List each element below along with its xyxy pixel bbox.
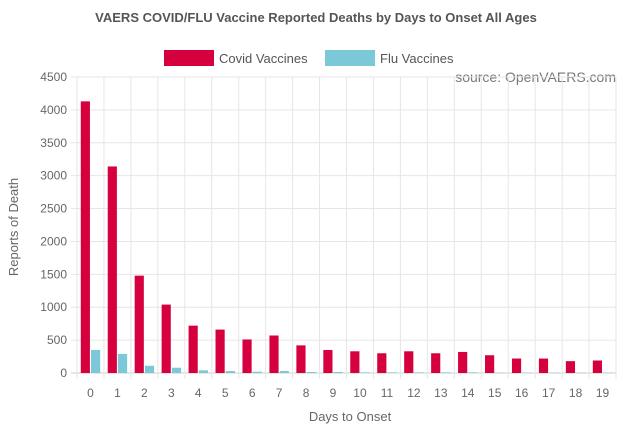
y-tick-label: 0 <box>60 366 67 380</box>
x-tick-label: 0 <box>87 386 94 400</box>
x-tick-label: 14 <box>461 386 475 400</box>
y-tick-label: 500 <box>47 333 67 347</box>
x-tick-label: 16 <box>515 386 529 400</box>
x-tick-label: 10 <box>353 386 367 400</box>
bar-covid[interactable] <box>269 335 279 373</box>
bar-flu[interactable] <box>387 372 397 373</box>
bar-covid[interactable] <box>350 351 360 373</box>
x-tick-label: 18 <box>569 386 583 400</box>
y-tick-label: 1500 <box>40 267 67 281</box>
bar-covid[interactable] <box>161 304 171 373</box>
legend-label-covid: Covid Vaccines <box>219 51 308 66</box>
x-axis-label: Days to Onset <box>309 409 392 424</box>
x-tick-label: 3 <box>168 386 175 400</box>
y-tick-label: 1000 <box>40 300 67 314</box>
y-tick-label: 2000 <box>40 234 67 248</box>
bar-covid[interactable] <box>323 349 333 373</box>
y-tick-label: 3000 <box>40 169 67 183</box>
bar-covid[interactable] <box>134 275 144 373</box>
y-axis-ticks: 0 500 1000 1500 2000 2500 3000 3500 4000 4500 <box>40 70 67 380</box>
y-tick-label: 2500 <box>40 202 67 216</box>
x-axis-ticks: 0 1 2 3 4 5 6 7 8 9 10 11 12 13 14 15 16 17 18 19 <box>87 386 609 400</box>
y-axis-label: Reports of Death <box>6 178 21 276</box>
bar-covid[interactable] <box>458 351 468 373</box>
x-tick-label: 5 <box>222 386 229 400</box>
y-tick-label: 4000 <box>40 103 67 117</box>
x-tick-label: 13 <box>434 386 448 400</box>
x-tick-label: 12 <box>407 386 421 400</box>
bar-covid[interactable] <box>565 361 576 373</box>
x-tick-label: 19 <box>596 386 610 400</box>
bar-flu[interactable] <box>333 372 343 373</box>
bar-flu[interactable] <box>117 353 128 373</box>
x-tick-label: 7 <box>276 386 283 400</box>
x-tick-label: 9 <box>330 386 337 400</box>
bars <box>80 101 613 374</box>
legend: Covid Vaccines Flu Vaccines <box>164 50 454 66</box>
bar-covid[interactable] <box>377 353 387 373</box>
bar-flu[interactable] <box>144 365 155 373</box>
x-tick-label: 8 <box>303 386 310 400</box>
bar-flu[interactable] <box>252 371 262 373</box>
x-tick-label: 2 <box>141 386 148 400</box>
x-tick-label: 11 <box>381 386 394 400</box>
x-tick-label: 1 <box>114 386 121 400</box>
bar-covid[interactable] <box>242 339 252 373</box>
bar-covid[interactable] <box>188 325 198 373</box>
legend-label-flu: Flu Vaccines <box>380 51 454 66</box>
bar-flu[interactable] <box>414 372 424 373</box>
bar-covid[interactable] <box>592 360 602 373</box>
bar-covid[interactable] <box>80 101 90 374</box>
bar-flu[interactable] <box>171 367 182 373</box>
chart-title: VAERS COVID/FLU Vaccine Reported Deaths … <box>95 10 537 25</box>
bar-covid[interactable] <box>215 329 225 373</box>
bar-flu[interactable] <box>225 371 235 373</box>
x-tick-label: 15 <box>488 386 502 400</box>
bar-flu[interactable] <box>441 372 451 373</box>
grid <box>71 76 617 379</box>
legend-swatch-covid <box>164 50 214 66</box>
bar-flu[interactable] <box>91 349 101 373</box>
legend-item-covid[interactable]: Covid Vaccines <box>164 50 308 66</box>
bar-covid[interactable] <box>431 353 441 373</box>
x-tick-label: 17 <box>542 386 556 400</box>
bar-covid[interactable] <box>404 351 414 373</box>
bar-covid[interactable] <box>511 358 522 373</box>
bar-covid[interactable] <box>538 358 549 373</box>
legend-swatch-flu <box>325 50 375 66</box>
bar-flu[interactable] <box>306 372 316 373</box>
legend-item-flu[interactable]: Flu Vaccines <box>325 50 454 66</box>
bar-flu[interactable] <box>468 372 478 373</box>
bar-covid[interactable] <box>485 355 495 373</box>
y-tick-label: 3500 <box>40 136 67 150</box>
y-tick-label: 4500 <box>40 70 67 84</box>
bar-flu[interactable] <box>360 372 370 373</box>
bar-covid[interactable] <box>107 166 117 373</box>
bar-flu[interactable] <box>279 371 289 373</box>
x-tick-label: 6 <box>249 386 256 400</box>
bar-covid[interactable] <box>296 345 306 373</box>
bar-flu[interactable] <box>198 370 208 373</box>
x-tick-label: 4 <box>195 386 202 400</box>
